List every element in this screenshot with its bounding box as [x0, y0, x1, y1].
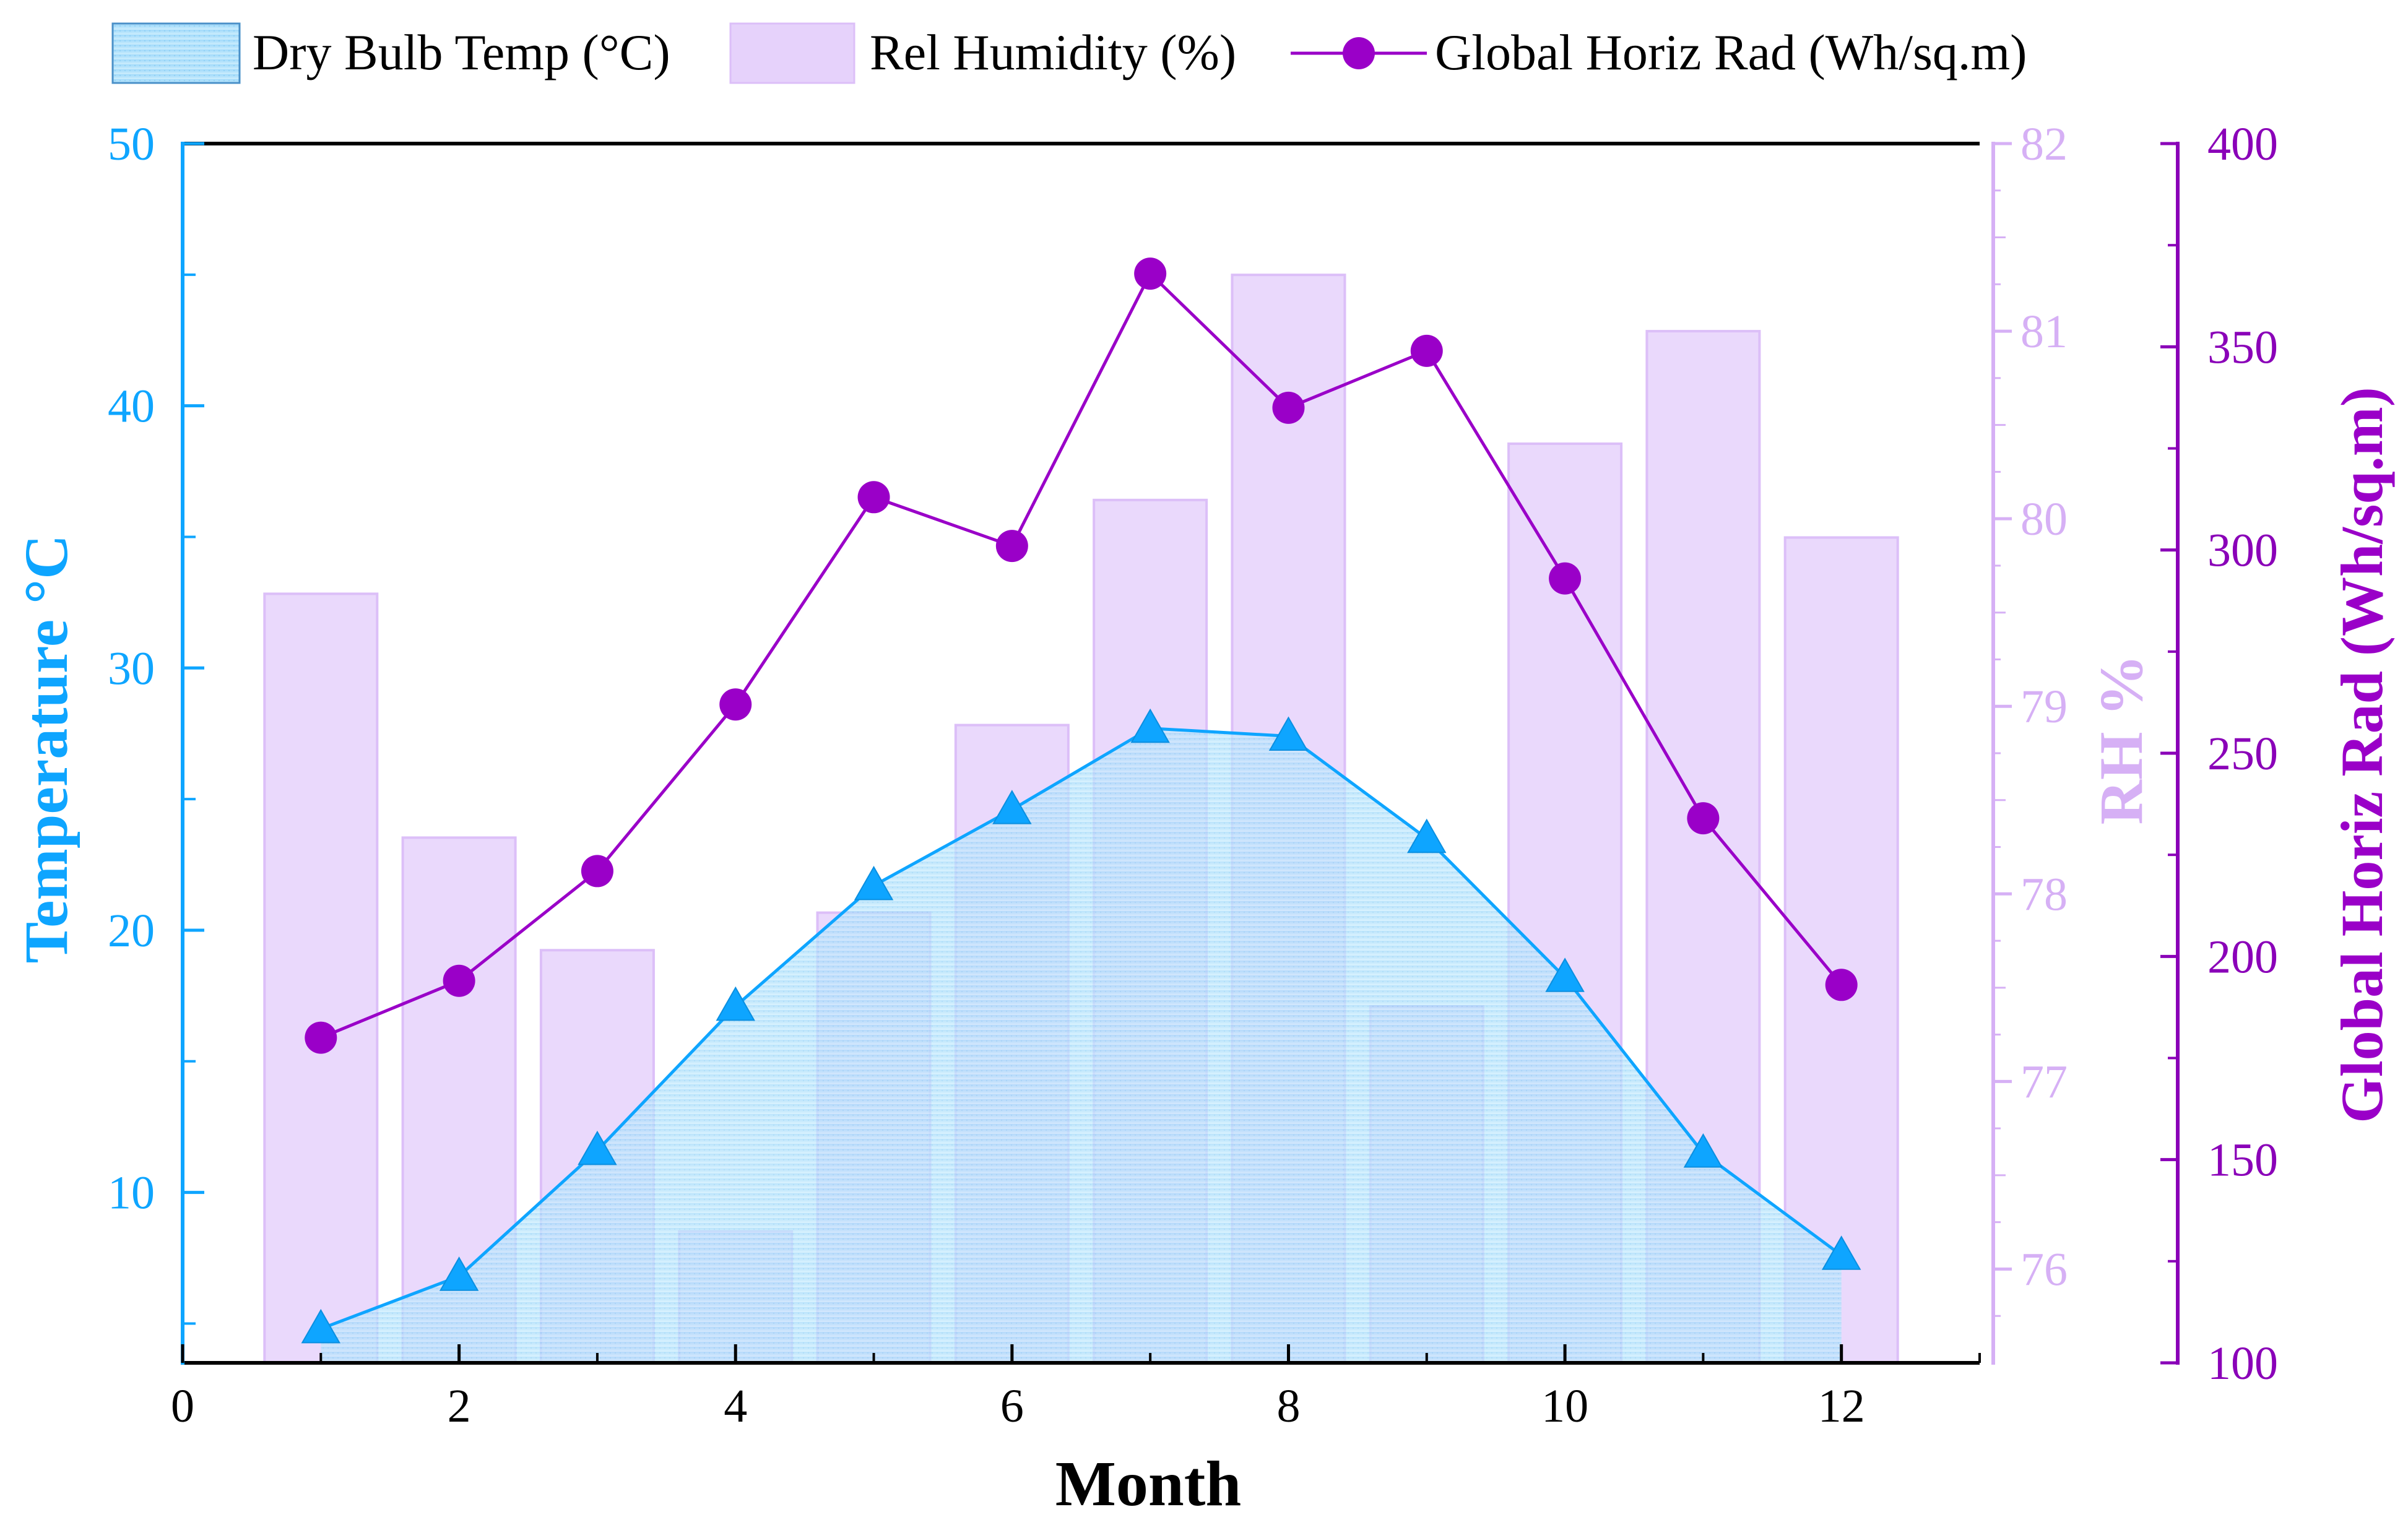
- radiation-tick-label: 250: [2207, 728, 2278, 780]
- x-tick-label: 12: [1818, 1380, 1865, 1432]
- temperature-point: [1407, 818, 1447, 853]
- humidity-bar: [1783, 536, 1899, 1364]
- humidity-axis-ticks: 76 77 78 79 80 81 82: [1993, 118, 2068, 1317]
- legend-swatch-humidity: [729, 22, 855, 84]
- x-axis-title: Month: [1055, 1448, 1241, 1519]
- radiation-point: [1410, 334, 1443, 367]
- humidity-tick-label: 82: [2020, 118, 2068, 170]
- temperature-point: [301, 1308, 341, 1344]
- radiation-tick-label: 300: [2207, 525, 2278, 577]
- radiation-point: [1825, 969, 1858, 1001]
- humidity-tick-label: 76: [2020, 1243, 2068, 1295]
- temperature-point: [854, 865, 894, 901]
- temperature-area: [301, 708, 1861, 1363]
- temperature-tick-label: 20: [108, 905, 155, 957]
- radiation-point: [857, 481, 890, 514]
- radiation-axis-ticks: 100 150 200 250 300 350 400: [2160, 118, 2278, 1389]
- legend-swatch-temperature: [111, 22, 241, 84]
- radiation-line: [305, 257, 1858, 1054]
- temperature-point: [1268, 716, 1309, 751]
- radiation-point: [581, 855, 613, 888]
- radiation-tick-label: 400: [2207, 118, 2278, 170]
- temperature-point: [1821, 1235, 1861, 1270]
- radiation-point: [1687, 802, 1720, 835]
- x-axis-ticks: 0 2 4 6 8 10 12: [171, 1344, 1981, 1432]
- temperature-tick-label: 50: [108, 118, 155, 170]
- temperature-line: [320, 727, 1843, 1331]
- humidity-tick-label: 79: [2020, 681, 2068, 733]
- temperature-point: [578, 1130, 617, 1165]
- temperature-point: [1545, 957, 1585, 992]
- temperature-area-fill: [321, 728, 1842, 1363]
- humidity-tick-label: 78: [2020, 868, 2068, 920]
- temperature-tick-label: 10: [108, 1167, 155, 1219]
- legend: Dry Bulb Temp (°C) Rel Humidity (%) Glob…: [111, 22, 2027, 84]
- radiation-point: [1134, 257, 1167, 290]
- radiation-tick-label: 350: [2207, 321, 2278, 373]
- radiation-tick-label: 150: [2207, 1134, 2278, 1186]
- temperature-point: [439, 1256, 479, 1291]
- x-tick-label: 4: [724, 1380, 747, 1432]
- radiation-tick-label: 100: [2207, 1337, 2278, 1389]
- x-tick-label: 0: [171, 1380, 194, 1432]
- humidity-tick-label: 81: [2020, 306, 2068, 358]
- radiation-axis-title: Global Horiz Rad (Wh/sq.m): [2329, 387, 2395, 1123]
- temperature-point: [1130, 708, 1170, 743]
- humidity-tick-label: 77: [2020, 1056, 2068, 1108]
- radiation-series-line: [320, 270, 1843, 1039]
- temperature-tick-label: 30: [108, 642, 155, 694]
- humidity-axis-title: RH %: [2087, 655, 2155, 825]
- legend-label-radiation: Global Horiz Rad (Wh/sq.m): [1435, 24, 2027, 80]
- legend-label-temperature: Dry Bulb Temp (°C): [253, 24, 670, 80]
- radiation-point: [305, 1021, 337, 1054]
- x-tick-label: 2: [448, 1380, 471, 1432]
- humidity-bar: [263, 592, 379, 1364]
- radiation-point: [995, 530, 1028, 563]
- legend-label-humidity: Rel Humidity (%): [870, 24, 1236, 80]
- x-tick-label: 6: [1000, 1380, 1024, 1432]
- temperature-tick-label: 40: [108, 381, 155, 433]
- temperature-point: [716, 986, 755, 1021]
- temperature-axis-title: Temperature °C: [12, 535, 80, 964]
- x-tick-label: 8: [1276, 1380, 1300, 1432]
- temperature-point: [1683, 1133, 1723, 1168]
- radiation-point: [443, 964, 475, 997]
- temperature-axis-ticks: 10 20 30 40 50: [108, 118, 204, 1325]
- legend-marker-radiation: [1343, 37, 1375, 69]
- humidity-tick-label: 80: [2020, 493, 2068, 545]
- radiation-point: [1549, 562, 1582, 595]
- temperature-point: [992, 790, 1032, 824]
- radiation-point: [1272, 391, 1305, 424]
- x-tick-label: 10: [1541, 1380, 1588, 1432]
- radiation-tick-label: 200: [2207, 931, 2278, 983]
- radiation-point: [719, 688, 752, 721]
